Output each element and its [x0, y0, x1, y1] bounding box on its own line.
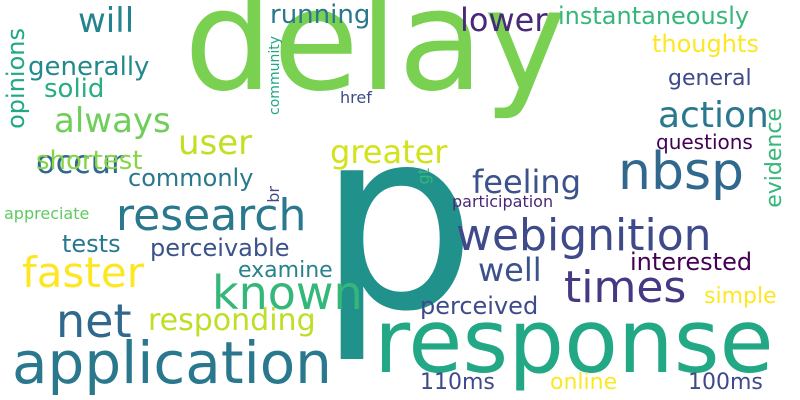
word-online: online	[550, 370, 618, 395]
word-nbsp: nbsp	[618, 142, 745, 202]
word-greater: greater	[330, 133, 448, 171]
word-application: application	[12, 329, 332, 397]
word-interested: interested	[630, 248, 753, 276]
word-running: running	[270, 0, 371, 30]
word-examine: examine	[238, 258, 333, 283]
word-perceivable: perceivable	[150, 234, 290, 262]
word-will: will	[78, 1, 135, 41]
word-questions: questions	[656, 130, 753, 154]
word-webignition: webignition	[456, 210, 712, 261]
word-faster: faster	[22, 248, 144, 297]
word-response: response	[374, 290, 774, 393]
word-opinions: opinions	[2, 28, 30, 129]
word-net: net	[56, 294, 132, 348]
word-always: always	[54, 101, 171, 141]
word-br: br	[264, 186, 283, 203]
word-lower: lower	[460, 1, 548, 39]
word-participation: participation	[452, 192, 554, 211]
word-gt: gt	[414, 168, 433, 185]
word-shortest: shortest	[36, 146, 143, 176]
word-solid: solid	[44, 74, 105, 104]
word-perceived: perceived	[420, 292, 539, 320]
word-p: p	[318, 75, 477, 366]
word-feeling: feeling	[472, 163, 582, 201]
word-appreciate: appreciate	[4, 204, 90, 223]
word-responding: responding	[148, 303, 316, 338]
word-delay: delay	[184, 0, 567, 123]
word-research: research	[116, 190, 307, 241]
word-known: known	[212, 266, 363, 320]
word-user: user	[178, 123, 253, 163]
word-times: times	[564, 262, 687, 313]
word-community: community	[267, 36, 283, 115]
word-action: action	[658, 95, 769, 136]
word-well: well	[478, 251, 542, 289]
word-instantaneously: instantaneously	[558, 2, 750, 30]
word-general: general	[668, 66, 752, 91]
word-occur: occur	[36, 143, 125, 181]
word-thoughts: thoughts	[652, 30, 759, 58]
word-tests: tests	[62, 230, 121, 258]
word-110ms: 110ms	[420, 370, 495, 395]
word-evidence: evidence	[762, 108, 787, 208]
word-simple: simple	[704, 284, 777, 309]
word-commonly: commonly	[128, 164, 254, 192]
word-100ms: 100ms	[688, 370, 763, 395]
word-generally: generally	[28, 52, 150, 82]
word-href: href	[340, 88, 372, 107]
